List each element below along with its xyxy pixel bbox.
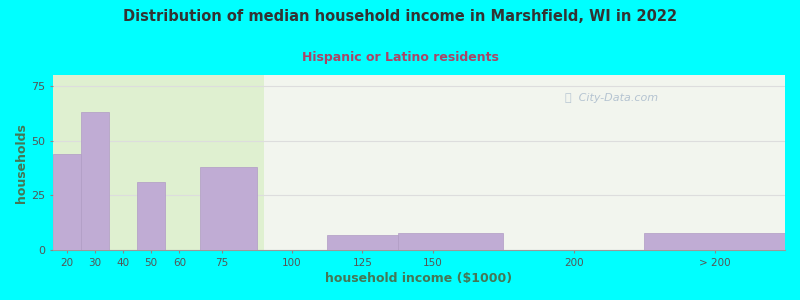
Bar: [264, 75, 785, 250]
Bar: [53, 75, 264, 250]
X-axis label: household income ($1000): household income ($1000): [326, 272, 512, 285]
Text: ⓘ  City-Data.com: ⓘ City-Data.com: [566, 92, 658, 103]
Bar: [644, 233, 785, 250]
Text: Distribution of median household income in Marshfield, WI in 2022: Distribution of median household income …: [123, 9, 677, 24]
Bar: [201, 167, 257, 250]
Bar: [53, 154, 81, 250]
Bar: [398, 233, 503, 250]
Bar: [137, 182, 166, 250]
Text: Hispanic or Latino residents: Hispanic or Latino residents: [302, 51, 498, 64]
Bar: [81, 112, 109, 250]
Bar: [327, 235, 398, 250]
Y-axis label: households: households: [15, 123, 28, 202]
